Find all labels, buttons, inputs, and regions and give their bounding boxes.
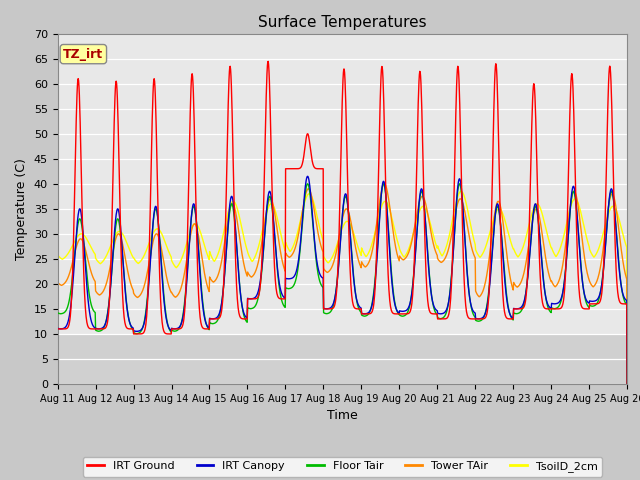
Legend: IRT Ground, IRT Canopy, Floor Tair, Tower TAir, TsoilD_2cm: IRT Ground, IRT Canopy, Floor Tair, Towe…	[83, 457, 602, 477]
Bar	[58, 334, 627, 384]
Text: TZ_irt: TZ_irt	[63, 48, 104, 60]
Title: Surface Temperatures: Surface Temperatures	[258, 15, 427, 30]
Y-axis label: Temperature (C): Temperature (C)	[15, 158, 28, 260]
X-axis label: Time: Time	[327, 409, 358, 422]
